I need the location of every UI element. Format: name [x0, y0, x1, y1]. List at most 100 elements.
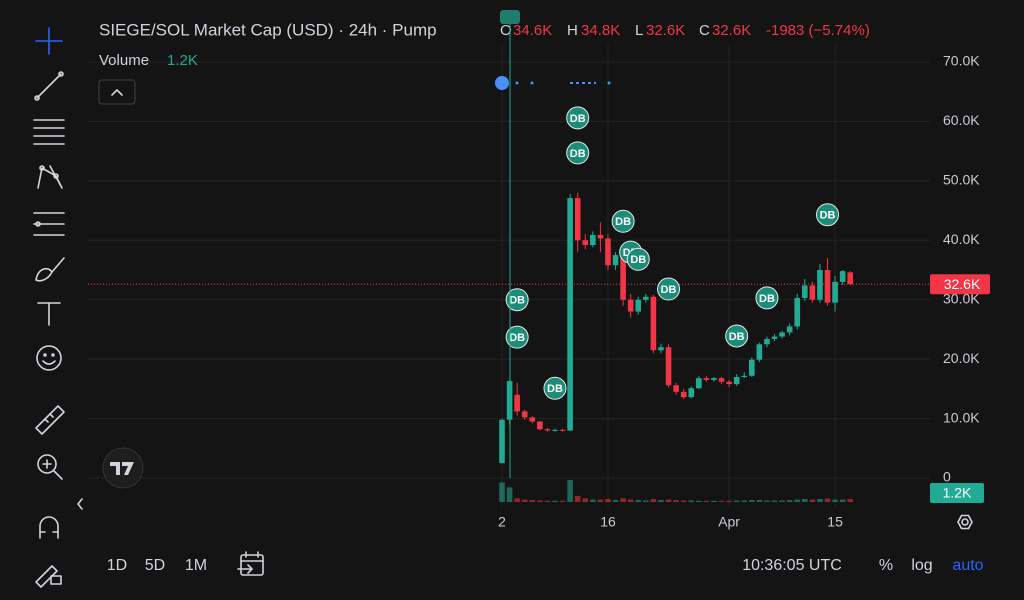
candle-body [733, 376, 740, 385]
db-marker[interactable]: DB [657, 277, 681, 301]
volume-bar [590, 499, 596, 502]
volume-value: 1.2K [167, 52, 198, 69]
candle-body [574, 198, 581, 241]
interval-button[interactable]: 5D [145, 557, 165, 574]
volume-title: Volume [99, 52, 149, 69]
collapse-legend-button[interactable] [98, 79, 136, 105]
candle-body [688, 388, 695, 398]
fib-tool[interactable] [33, 119, 65, 145]
volume-bar [567, 480, 573, 502]
collapse-toolbar[interactable] [77, 498, 83, 510]
candle-body [771, 336, 778, 339]
volume-bar [824, 498, 831, 502]
candle-body [612, 255, 619, 266]
db-marker[interactable]: DB [725, 324, 749, 348]
db-marker-dot [725, 324, 749, 348]
auto-toggle[interactable]: auto [952, 557, 983, 574]
measure-tool[interactable] [35, 405, 65, 435]
db-marker-dot [816, 203, 840, 227]
x-tick-label: Apr [718, 514, 740, 530]
candle-body [741, 375, 748, 377]
change-value: -1983 (−5.74%) [766, 22, 870, 39]
candle-body [499, 419, 505, 464]
volume-bar [688, 500, 695, 502]
zoom-tool[interactable] [37, 454, 63, 480]
db-marker-dot [566, 106, 590, 130]
interval-button[interactable]: 1D [107, 557, 127, 574]
db-marker-label: DB [729, 331, 745, 343]
volume-label-bg [930, 483, 984, 503]
db-marker[interactable]: DB [626, 247, 650, 271]
db-marker-label: DB [570, 148, 586, 160]
candle-body [673, 385, 679, 392]
db-marker[interactable]: DB [755, 286, 779, 310]
lock-drawings-tool[interactable] [35, 565, 62, 588]
log-toggle[interactable]: log [911, 557, 932, 574]
volume-bar [680, 500, 687, 502]
volume-bar [582, 498, 589, 502]
volume-bar [839, 499, 846, 502]
db-marker[interactable]: DB [505, 325, 529, 349]
date-range-button[interactable] [237, 551, 264, 576]
chart-title: SIEGE/SOL Market Cap (USD) · 24h · Pump [99, 20, 437, 39]
x-tick-label: 2 [498, 514, 506, 530]
volume-bar [696, 500, 702, 502]
db-marker-dot [505, 288, 529, 312]
volume-bar [620, 498, 626, 502]
volume-bar [605, 499, 611, 502]
interval-button[interactable]: 1M [185, 557, 207, 574]
volume-bar [703, 500, 710, 502]
volume-bar [537, 500, 543, 502]
volume-bar [802, 499, 808, 502]
volume-bar [847, 499, 854, 502]
brush-tool[interactable] [35, 257, 65, 282]
scale-settings[interactable] [957, 514, 973, 530]
emoji-tool[interactable] [36, 345, 62, 371]
open-value: 34.6K [513, 22, 552, 39]
percent-toggle[interactable]: % [879, 557, 893, 574]
db-marker[interactable]: DB [611, 209, 635, 233]
volume-bar [665, 499, 672, 502]
candle-body [817, 270, 823, 300]
db-marker-label: DB [661, 284, 677, 296]
candle-body [658, 347, 664, 351]
x-tick-label: 15 [827, 514, 843, 530]
volume-label: 1.2K [943, 485, 972, 501]
db-marker-label: DB [547, 383, 563, 395]
volume-bar [521, 499, 528, 502]
volume-bar [817, 499, 823, 502]
crosshair-tool[interactable] [35, 27, 63, 55]
candle-body [590, 234, 596, 246]
db-marker[interactable]: DB [505, 288, 529, 312]
low-label: L [635, 22, 643, 39]
volume-bar [658, 500, 664, 502]
candle-body [794, 297, 801, 327]
candle-body [552, 429, 558, 431]
interval-group: 1D 5D 1M [107, 557, 207, 574]
pattern-tool[interactable] [37, 165, 63, 189]
event-markers [495, 10, 611, 478]
volume-bar [627, 499, 634, 502]
magnet-tool[interactable] [39, 516, 59, 539]
logo[interactable] [102, 447, 144, 489]
volume-bar [764, 500, 770, 502]
volume-bar [612, 500, 619, 502]
db-marker[interactable]: DB [566, 106, 590, 130]
candle-body [847, 272, 854, 285]
db-marker[interactable]: DB [566, 141, 590, 165]
db-marker-label: DB [570, 113, 586, 125]
db-marker[interactable]: DB [816, 203, 840, 227]
prediction-tool[interactable] [33, 212, 65, 236]
db-marker-dot [755, 286, 779, 310]
text-tool[interactable] [37, 302, 61, 326]
volume-bar [506, 487, 513, 502]
candle-body [620, 256, 626, 300]
candle-body [824, 270, 831, 303]
db-marker[interactable]: DB [543, 376, 567, 400]
db-marker-dot [566, 141, 590, 165]
volume-bar [749, 500, 755, 502]
volume-bar [733, 500, 740, 502]
trend-line-tool[interactable] [34, 71, 64, 101]
last-price-bg [930, 274, 990, 295]
